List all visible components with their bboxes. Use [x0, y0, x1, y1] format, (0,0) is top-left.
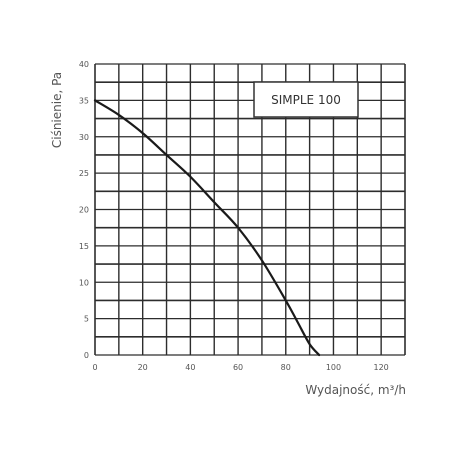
- y-tick-label: 35: [79, 96, 89, 105]
- x-axis-label: Wydajność, m³/h: [305, 383, 406, 397]
- series-label-text: SIMPLE 100: [271, 93, 341, 107]
- series-lines: [93, 99, 321, 357]
- y-tick-labels: 0 5 10 15 20 25 30 35 40: [79, 60, 89, 360]
- y-axis-label: Ciśnienie, Pa: [50, 72, 64, 148]
- y-tick-label: 20: [79, 206, 89, 215]
- y-tick-label: 10: [79, 278, 89, 287]
- y-tick-label: 40: [79, 60, 89, 69]
- y-tick-label: 5: [84, 315, 89, 324]
- major-grid: [94, 63, 406, 356]
- x-tick-label: 120: [374, 363, 389, 372]
- series-label-frame: [253, 81, 359, 118]
- x-tick-label: 0: [92, 363, 97, 372]
- y-tick-label: 15: [79, 242, 89, 251]
- x-tick-labels: 0 20 40 60 80 100 120: [92, 363, 388, 372]
- series-line: [93, 99, 321, 357]
- minor-grid: [95, 81, 405, 338]
- x-tick-label: 40: [185, 363, 195, 372]
- y-tick-label: 25: [79, 169, 89, 178]
- series-label-box: SIMPLE 100: [253, 81, 359, 118]
- y-tick-label: 30: [79, 133, 89, 142]
- x-tick-label: 20: [138, 363, 148, 372]
- y-tick-label: 0: [84, 351, 89, 360]
- x-tick-label: 60: [233, 363, 243, 372]
- x-tick-label: 100: [326, 363, 341, 372]
- x-tick-label: 80: [281, 363, 291, 372]
